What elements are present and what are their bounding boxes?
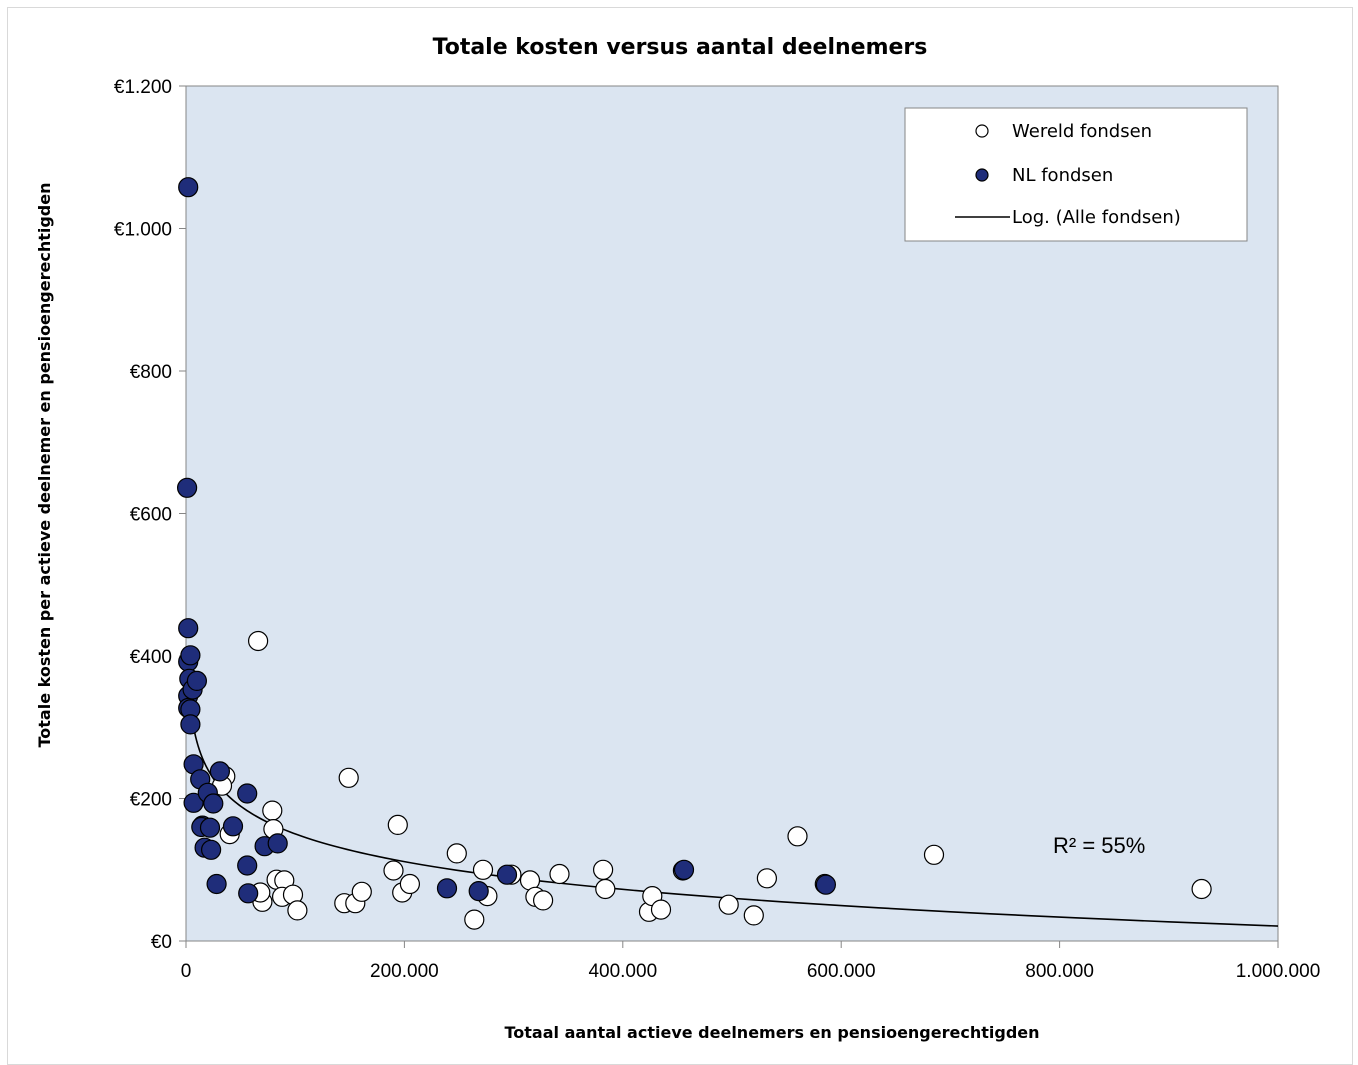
data-point-wereld — [464, 909, 485, 930]
legend-label-trend: Log. (Alle fondsen) — [1012, 207, 1181, 228]
y-tick-label: €1.000 — [114, 220, 172, 241]
r-squared-annotation: R² = 55% — [1053, 833, 1145, 858]
x-axis: 0 200.000 400.000 600.000 800.000 1.000.000 — [181, 941, 1321, 982]
x-tick-label: 0 — [181, 961, 192, 982]
data-point-nl — [496, 864, 518, 885]
series-nl-fondsen — [177, 177, 837, 904]
data-point-nl — [237, 783, 258, 804]
legend-marker-wereld — [975, 124, 989, 138]
data-point-wereld — [287, 900, 308, 921]
y-tick-label: €0 — [151, 932, 172, 953]
data-point-nl — [186, 670, 207, 692]
data-point-wereld — [383, 860, 404, 881]
data-point-wereld — [472, 859, 494, 880]
data-point-wereld — [351, 881, 372, 902]
data-point-wereld — [387, 814, 408, 836]
legend-label-wereld: Wereld fondsen — [1012, 121, 1152, 142]
data-point-nl — [209, 761, 230, 782]
y-tick-label: €200 — [130, 790, 172, 811]
data-point-nl — [180, 714, 201, 735]
chart-title: Totale kosten versus aantal deelnemers — [433, 35, 928, 60]
data-point-wereld — [923, 844, 945, 865]
data-point-nl — [238, 883, 259, 904]
data-point-wereld — [399, 873, 420, 895]
data-point-nl — [436, 878, 458, 899]
x-tick-label: 400.000 — [588, 961, 657, 982]
data-point-wereld — [743, 905, 764, 926]
data-point-wereld — [756, 868, 778, 889]
data-point-nl — [673, 859, 695, 880]
data-point-nl — [201, 839, 222, 860]
legend-marker-nl — [975, 168, 989, 182]
data-point-wereld — [650, 899, 672, 920]
data-point-nl — [199, 817, 221, 838]
data-point-nl — [183, 792, 204, 813]
data-point-nl — [206, 873, 227, 895]
data-point-wereld — [595, 878, 616, 900]
x-tick-label: 1.000.000 — [1236, 961, 1321, 982]
data-point-wereld — [718, 894, 739, 915]
legend: Wereld fondsen NL fondsen Log. (Alle fon… — [904, 107, 1248, 242]
data-point-wereld — [248, 630, 269, 652]
data-point-wereld — [787, 826, 808, 847]
data-point-nl — [468, 880, 489, 902]
data-point-nl — [178, 177, 199, 198]
x-axis-title: Totaal aantal actieve deelnemers en pens… — [504, 1023, 1039, 1042]
y-axis-title: Totale kosten per actieve deelnemer en p… — [35, 182, 54, 747]
data-point-wereld — [532, 890, 554, 911]
data-point-wereld — [549, 863, 570, 885]
y-tick-label: €1.200 — [114, 77, 172, 98]
data-point-wereld — [592, 859, 614, 880]
data-point-wereld — [262, 800, 283, 821]
data-point-nl — [237, 855, 258, 876]
x-tick-label: 200.000 — [370, 961, 439, 982]
y-axis: €0 €200 €400 €600 €800 €1.000 €1.200 — [114, 77, 186, 953]
legend-label-nl: NL fondsen — [1012, 165, 1113, 186]
y-tick-label: €600 — [130, 505, 172, 526]
data-point-nl — [815, 874, 837, 895]
data-point-nl — [267, 833, 288, 854]
x-tick-label: 600.000 — [807, 961, 876, 982]
data-point-nl — [180, 645, 201, 666]
data-point-wereld — [1191, 878, 1212, 900]
data-point-nl — [177, 477, 198, 498]
data-point-nl — [178, 618, 199, 639]
data-point-nl — [222, 816, 244, 837]
data-point-nl — [203, 793, 224, 814]
y-tick-label: €400 — [130, 647, 172, 668]
data-point-wereld — [446, 843, 467, 864]
x-tick-label: 800.000 — [1025, 961, 1094, 982]
y-tick-label: €800 — [130, 362, 172, 383]
data-point-wereld — [338, 767, 359, 788]
